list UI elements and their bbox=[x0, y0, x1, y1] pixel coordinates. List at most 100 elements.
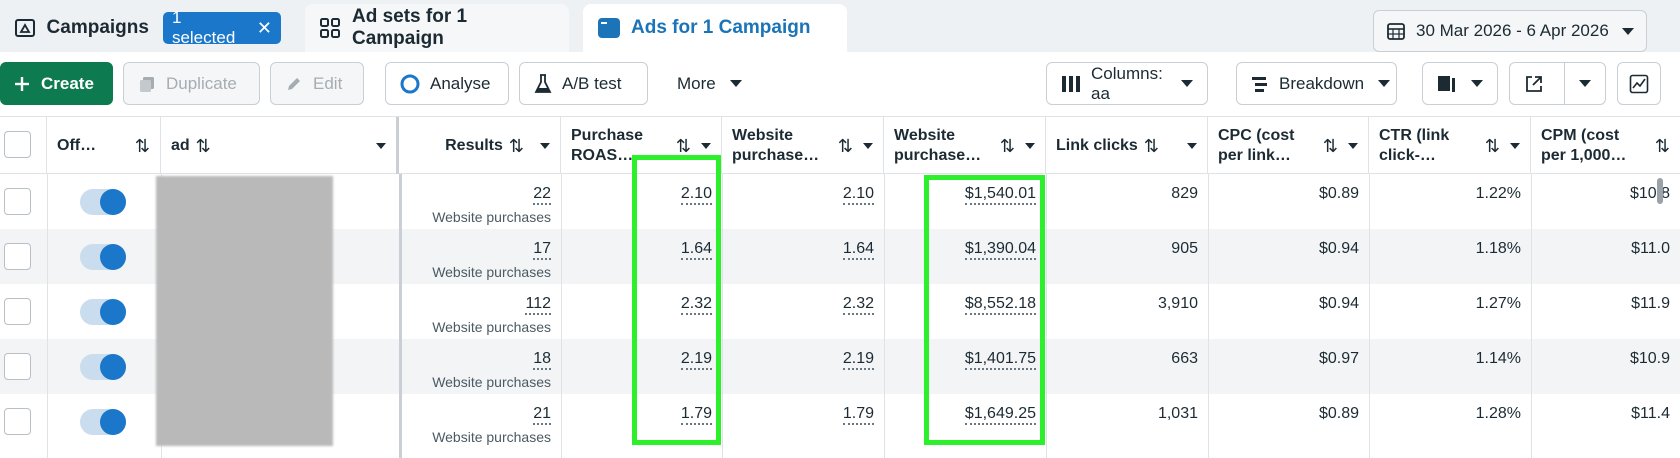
table-row[interactable]: 21 Website purchases 1.79 1.79 $1,649.25 1,03… bbox=[0, 394, 1680, 449]
cell-purchase-roas-value[interactable]: 1.64 bbox=[680, 240, 712, 260]
cell-ctr-value: 1.27% bbox=[1475, 295, 1521, 312]
columns-button[interactable]: Columns: aa bbox=[1046, 62, 1208, 105]
close-icon[interactable]: ✕ bbox=[256, 17, 272, 38]
sort-icon[interactable]: ⇅ bbox=[195, 135, 211, 156]
sort-icon[interactable]: ⇅ bbox=[675, 135, 691, 156]
cell-website-purchase-roas-value[interactable]: 2.32 bbox=[842, 295, 874, 315]
col-header-ctr[interactable]: CTR (link click-… ⇅ bbox=[1369, 117, 1531, 174]
cell-purchase-roas-value[interactable]: 2.32 bbox=[680, 295, 712, 315]
col-header-results[interactable]: Results ⇅ bbox=[399, 117, 561, 174]
breakdown-button[interactable]: Breakdown bbox=[1236, 62, 1397, 105]
cell-cpm: $10.9 bbox=[1531, 339, 1680, 394]
results-value[interactable]: 22 bbox=[533, 185, 551, 205]
tab-campaigns[interactable]: Campaigns 1 selected ✕ bbox=[0, 4, 295, 52]
cell-website-purchase-roas-value[interactable]: 1.64 bbox=[842, 240, 874, 260]
cell-link-clicks-value: 829 bbox=[1171, 185, 1198, 202]
export-button[interactable] bbox=[1509, 62, 1565, 105]
col-header-off-on[interactable]: Off… ⇅ bbox=[47, 117, 161, 174]
results-value[interactable]: 17 bbox=[533, 240, 551, 260]
table-row[interactable]: 22 Website purchases 2.10 2.10 $1,540.01 829 $… bbox=[0, 174, 1680, 229]
create-label: Create bbox=[41, 73, 94, 93]
sort-icon[interactable]: ⇅ bbox=[134, 135, 150, 156]
cell-purchase-roas-value[interactable]: 2.10 bbox=[680, 185, 712, 205]
tab-ads[interactable]: Ads for 1 Campaign bbox=[583, 4, 847, 52]
cell-website-purchases-value-value[interactable]: $1,540.01 bbox=[964, 185, 1036, 205]
select-all-checkbox[interactable] bbox=[4, 131, 31, 158]
cell-ctr: 1.14% bbox=[1369, 339, 1531, 394]
sort-icon[interactable]: ⇅ bbox=[999, 135, 1015, 156]
ad-status-toggle[interactable] bbox=[80, 299, 126, 325]
tab-campaigns-label: Campaigns bbox=[46, 17, 149, 38]
row-checkbox[interactable] bbox=[4, 408, 31, 435]
reports-button[interactable] bbox=[1422, 62, 1498, 105]
ad-status-toggle[interactable] bbox=[80, 354, 126, 380]
col-header-website-purchases-value[interactable]: Website purchase… ⇅ bbox=[884, 117, 1046, 174]
cell-cpc-value: $0.97 bbox=[1318, 350, 1359, 367]
chevron-down-icon[interactable] bbox=[1510, 142, 1520, 149]
cell-website-purchases-value-value[interactable]: $1,401.75 bbox=[964, 350, 1036, 370]
columns-label: Columns: aa bbox=[1091, 63, 1163, 103]
edit-button[interactable]: Edit bbox=[270, 62, 364, 105]
cell-cpc: $0.89 bbox=[1208, 394, 1369, 449]
chevron-down-icon[interactable] bbox=[376, 142, 386, 149]
cell-website-purchase-roas-value[interactable]: 2.19 bbox=[842, 350, 874, 370]
col-header-purchase-roas[interactable]: Purchase ROAS… ⇅ bbox=[561, 117, 722, 174]
analyse-button[interactable]: Analyse bbox=[385, 62, 509, 105]
col-header-website-purchase-roas[interactable]: Website purchase… ⇅ bbox=[722, 117, 884, 174]
cell-link-clicks: 1,031 bbox=[1046, 394, 1208, 449]
chevron-down-icon[interactable] bbox=[540, 142, 550, 149]
sort-icon[interactable]: ⇅ bbox=[1322, 135, 1338, 156]
tab-adsets[interactable]: Ad sets for 1 Campaign bbox=[305, 4, 569, 52]
chart-button[interactable] bbox=[1617, 62, 1661, 105]
col-header-cpm[interactable]: CPM (cost per 1,000… ⇅ bbox=[1531, 117, 1680, 174]
ad-status-toggle[interactable] bbox=[80, 189, 126, 215]
table-row[interactable]: 112 Website purchases 2.32 2.32 $8,552.18 3,9… bbox=[0, 284, 1680, 339]
cell-website-purchases-value-value[interactable]: $1,390.04 bbox=[964, 240, 1036, 260]
cell-website-purchases-value-value[interactable]: $8,552.18 bbox=[964, 295, 1036, 315]
cell-website-purchases-value: $8,552.18 bbox=[884, 284, 1046, 339]
ad-status-toggle[interactable] bbox=[80, 244, 126, 270]
sort-icon[interactable]: ⇅ bbox=[837, 135, 853, 156]
results-value[interactable]: 112 bbox=[525, 295, 551, 315]
cell-purchase-roas-value[interactable]: 2.19 bbox=[680, 350, 712, 370]
results-type: Website purchases bbox=[432, 429, 551, 445]
sort-icon[interactable]: ⇅ bbox=[1143, 135, 1159, 156]
duplicate-button[interactable]: Duplicate bbox=[123, 62, 260, 105]
sort-icon[interactable]: ⇅ bbox=[1654, 135, 1670, 156]
cell-link-clicks: 3,910 bbox=[1046, 284, 1208, 339]
cell-website-purchases-value-value[interactable]: $1,649.25 bbox=[964, 405, 1036, 425]
row-checkbox[interactable] bbox=[4, 243, 31, 270]
more-button[interactable]: More bbox=[663, 62, 763, 105]
chevron-down-icon[interactable] bbox=[1348, 142, 1358, 149]
cell-purchase-roas-value[interactable]: 1.79 bbox=[680, 405, 712, 425]
results-value[interactable]: 21 bbox=[533, 405, 551, 425]
chevron-down-icon[interactable] bbox=[1187, 142, 1197, 149]
row-checkbox[interactable] bbox=[4, 298, 31, 325]
selected-chip[interactable]: 1 selected ✕ bbox=[162, 8, 281, 47]
cell-link-clicks-value: 905 bbox=[1171, 240, 1198, 257]
row-checkbox[interactable] bbox=[4, 353, 31, 380]
chevron-down-icon[interactable] bbox=[701, 142, 711, 149]
create-button[interactable]: Create bbox=[0, 62, 113, 105]
chevron-down-icon[interactable] bbox=[1025, 142, 1035, 149]
col-label-line2: per link… bbox=[1218, 146, 1291, 164]
row-checkbox[interactable] bbox=[4, 188, 31, 215]
chevron-down-icon[interactable] bbox=[863, 142, 873, 149]
cell-cpc-value: $0.94 bbox=[1318, 240, 1359, 257]
column-divider bbox=[561, 174, 562, 458]
date-range-picker[interactable]: 30 Mar 2026 - 6 Apr 2026 bbox=[1373, 10, 1647, 52]
horizontal-scrollbar-thumb[interactable] bbox=[1657, 178, 1663, 204]
cell-results: 18 Website purchases bbox=[399, 339, 561, 394]
col-header-ad[interactable]: ad ⇅ bbox=[161, 117, 399, 174]
results-value[interactable]: 18 bbox=[533, 350, 551, 370]
sort-icon[interactable]: ⇅ bbox=[1484, 135, 1500, 156]
adset-grid-icon bbox=[319, 16, 342, 40]
col-header-cpc[interactable]: CPC (cost per link… ⇅ bbox=[1208, 117, 1369, 174]
ab-test-button[interactable]: A/B test bbox=[519, 62, 648, 105]
col-header-link-clicks[interactable]: Link clicks ⇅ bbox=[1046, 117, 1208, 174]
cell-website-purchase-roas-value[interactable]: 2.10 bbox=[842, 185, 874, 205]
sort-icon[interactable]: ⇅ bbox=[508, 135, 524, 156]
cell-website-purchase-roas-value[interactable]: 1.79 bbox=[842, 405, 874, 425]
export-dropdown-button[interactable] bbox=[1564, 62, 1606, 105]
ad-status-toggle[interactable] bbox=[80, 409, 126, 435]
